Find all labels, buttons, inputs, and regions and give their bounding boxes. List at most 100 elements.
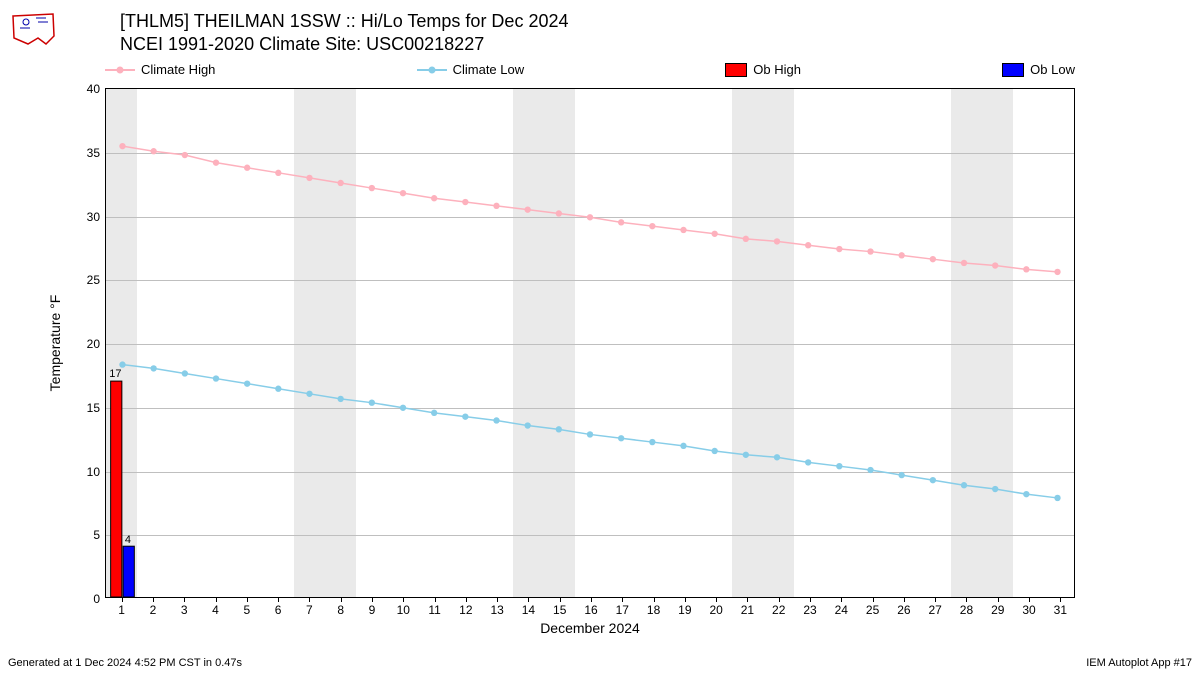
- x-tick: [435, 597, 436, 602]
- series-marker: [119, 143, 125, 149]
- series-marker: [867, 248, 873, 254]
- y-axis-label: Temperature °F: [47, 295, 63, 392]
- plot-area: 0510152025303540123456789101112131415161…: [105, 88, 1075, 598]
- legend-ob-high: Ob High: [725, 62, 801, 77]
- x-tick: [998, 597, 999, 602]
- x-tick-label: 15: [553, 603, 566, 617]
- x-tick: [1029, 597, 1030, 602]
- x-tick-label: 3: [181, 603, 188, 617]
- series-marker: [306, 391, 312, 397]
- chart-svg: [106, 89, 1074, 597]
- series-marker: [898, 472, 904, 478]
- series-marker: [805, 242, 811, 248]
- footer-app: IEM Autoplot App #17: [1086, 657, 1192, 669]
- series-marker: [462, 199, 468, 205]
- series-marker: [150, 148, 156, 154]
- series-marker: [556, 426, 562, 432]
- series-marker: [618, 435, 624, 441]
- x-tick-label: 12: [459, 603, 472, 617]
- series-marker: [337, 396, 343, 402]
- series-marker: [992, 262, 998, 268]
- x-tick: [873, 597, 874, 602]
- x-tick: [591, 597, 592, 602]
- x-tick: [247, 597, 248, 602]
- x-tick-label: 25: [866, 603, 879, 617]
- series-marker: [961, 482, 967, 488]
- x-tick-label: 30: [1022, 603, 1035, 617]
- x-tick-label: 18: [647, 603, 660, 617]
- x-tick-label: 29: [991, 603, 1004, 617]
- iem-logo: [8, 8, 58, 48]
- series-marker: [930, 477, 936, 483]
- footer-generated: Generated at 1 Dec 2024 4:52 PM CST in 0…: [8, 657, 242, 669]
- x-tick-label: 16: [584, 603, 597, 617]
- ob-bar: [111, 381, 122, 597]
- legend-climate-low: Climate Low: [417, 62, 525, 77]
- legend-climate-high: Climate High: [105, 62, 215, 77]
- series-marker: [961, 260, 967, 266]
- x-tick-label: 14: [522, 603, 535, 617]
- x-tick-label: 19: [678, 603, 691, 617]
- bar-value-label: 17: [109, 368, 121, 380]
- x-tick: [341, 597, 342, 602]
- y-tick-label: 40: [87, 82, 100, 96]
- x-tick: [904, 597, 905, 602]
- y-tick-label: 0: [93, 592, 100, 606]
- series-marker: [275, 386, 281, 392]
- x-tick-label: 10: [397, 603, 410, 617]
- series-marker: [1023, 266, 1029, 272]
- series-marker: [462, 413, 468, 419]
- x-tick: [747, 597, 748, 602]
- series-marker: [306, 175, 312, 181]
- x-tick: [966, 597, 967, 602]
- x-tick: [841, 597, 842, 602]
- x-tick: [622, 597, 623, 602]
- legend-label: Climate Low: [453, 62, 525, 77]
- x-tick: [309, 597, 310, 602]
- x-tick: [528, 597, 529, 602]
- x-tick-label: 27: [929, 603, 942, 617]
- x-tick: [122, 597, 123, 602]
- series-marker: [493, 203, 499, 209]
- series-marker: [182, 152, 188, 158]
- chart-title: [THLM5] THEILMAN 1SSW :: Hi/Lo Temps for…: [120, 10, 569, 57]
- series-marker: [400, 405, 406, 411]
- x-tick-label: 7: [306, 603, 313, 617]
- series-marker: [618, 219, 624, 225]
- x-tick: [153, 597, 154, 602]
- x-tick: [372, 597, 373, 602]
- y-tick-label: 30: [87, 210, 100, 224]
- series-marker: [649, 439, 655, 445]
- y-tick-label: 25: [87, 273, 100, 287]
- legend-label: Climate High: [141, 62, 215, 77]
- x-tick-label: 9: [369, 603, 376, 617]
- y-tick-label: 10: [87, 465, 100, 479]
- x-tick: [1060, 597, 1061, 602]
- bar-value-label: 4: [125, 534, 131, 546]
- series-marker: [119, 361, 125, 367]
- series-marker: [587, 214, 593, 220]
- x-tick-label: 21: [741, 603, 754, 617]
- series-marker: [930, 256, 936, 262]
- x-tick-label: 20: [709, 603, 722, 617]
- series-marker: [898, 252, 904, 258]
- series-marker: [182, 370, 188, 376]
- series-marker: [649, 223, 655, 229]
- x-tick: [685, 597, 686, 602]
- series-marker: [431, 195, 437, 201]
- y-tick-label: 20: [87, 337, 100, 351]
- x-tick: [466, 597, 467, 602]
- x-tick-label: 17: [616, 603, 629, 617]
- series-marker: [400, 190, 406, 196]
- x-tick-label: 13: [490, 603, 503, 617]
- x-tick: [935, 597, 936, 602]
- title-line-1: [THLM5] THEILMAN 1SSW :: Hi/Lo Temps for…: [120, 10, 569, 33]
- series-marker: [150, 365, 156, 371]
- series-marker: [680, 227, 686, 233]
- series-marker: [556, 210, 562, 216]
- series-marker: [743, 236, 749, 242]
- x-tick: [560, 597, 561, 602]
- series-marker: [1023, 491, 1029, 497]
- x-tick-label: 11: [428, 603, 440, 617]
- series-marker: [431, 410, 437, 416]
